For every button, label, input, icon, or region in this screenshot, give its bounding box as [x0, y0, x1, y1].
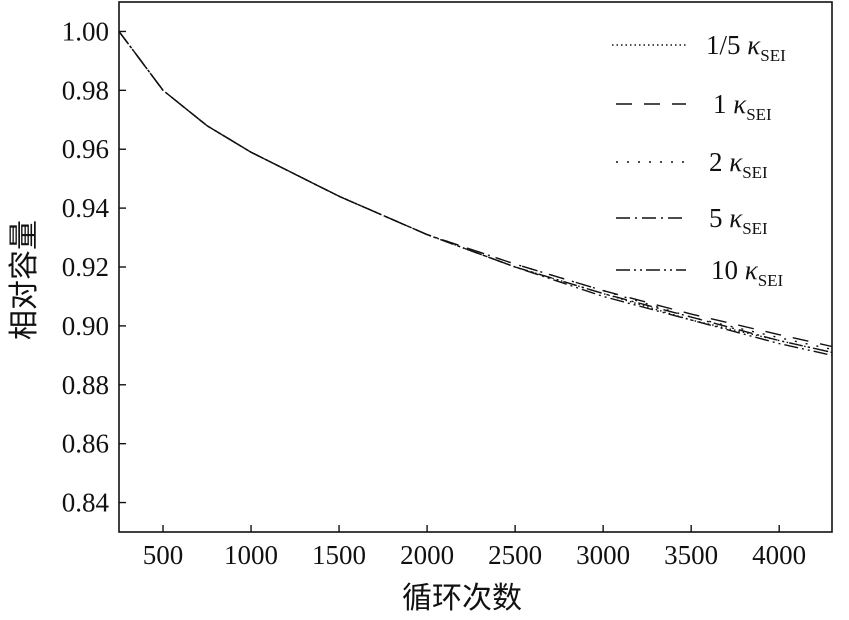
legend: 1/5 κSEI 1 κSEI 2 κSEI 5 κSEI 10 κSEI [612, 30, 786, 290]
legend-label: 1 κSEI [713, 89, 772, 124]
series-line-2 [118, 30, 833, 348]
series-line-1 [118, 30, 833, 354]
legend-label: 5 κSEI [709, 203, 768, 238]
x-axis-title: 循环次数 [402, 581, 522, 616]
x-tick-label: 500 [143, 540, 184, 570]
y-tick-label: 0.96 [62, 134, 109, 164]
x-tick-label: 2000 [400, 540, 454, 570]
y-tick-label: 0.88 [62, 370, 109, 400]
y-tick-label: 0.84 [62, 488, 110, 518]
ticks-layer: 500 1000 1500 2000 2500 3000 3500 4000 0.84 0.86 0… [62, 16, 806, 570]
legend-label: 10 κSEI [711, 255, 784, 290]
series-line-5 [118, 30, 833, 356]
y-tick-label: 0.98 [62, 75, 109, 105]
x-tick-label: 3000 [576, 540, 630, 570]
x-tick-label: 2500 [488, 540, 542, 570]
x-tick-label: 1500 [312, 540, 366, 570]
series-line-3 [118, 30, 833, 351]
legend-label: 1/5 κSEI [706, 30, 786, 65]
x-tick-label: 4000 [752, 540, 806, 570]
y-axis-title: 相对容量 [7, 220, 42, 340]
series-layer [118, 30, 833, 356]
x-tick-label: 3500 [664, 540, 718, 570]
legend-label: 2 κSEI [709, 147, 768, 182]
y-tick-label: 0.92 [62, 252, 109, 282]
y-tick-label: 0.86 [62, 429, 109, 459]
y-tick-label: 1.00 [62, 16, 109, 46]
y-tick-label: 0.94 [62, 193, 110, 223]
x-tick-label: 1000 [224, 540, 278, 570]
series-line-4 [118, 30, 833, 354]
y-tick-label: 0.90 [62, 311, 109, 341]
